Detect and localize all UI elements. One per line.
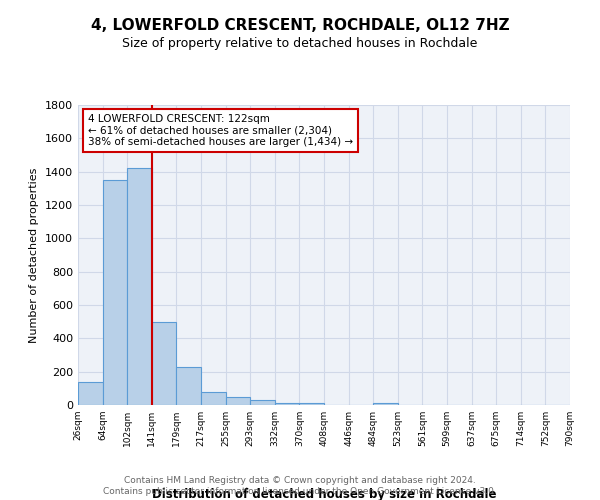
Text: 4 LOWERFOLD CRESCENT: 122sqm
← 61% of detached houses are smaller (2,304)
38% of: 4 LOWERFOLD CRESCENT: 122sqm ← 61% of de… <box>88 114 353 147</box>
Bar <box>176 366 201 405</box>
Bar <box>299 402 324 405</box>
Bar <box>226 396 250 405</box>
Bar <box>373 404 398 405</box>
Text: Size of property relative to detached houses in Rochdale: Size of property relative to detached ho… <box>122 38 478 51</box>
Bar <box>78 382 103 405</box>
Bar <box>127 168 152 405</box>
Bar <box>201 392 226 405</box>
Y-axis label: Number of detached properties: Number of detached properties <box>29 168 40 342</box>
Bar <box>275 402 299 405</box>
X-axis label: Distribution of detached houses by size in Rochdale: Distribution of detached houses by size … <box>152 488 496 500</box>
Text: Contains HM Land Registry data © Crown copyright and database right 2024.: Contains HM Land Registry data © Crown c… <box>124 476 476 485</box>
Bar <box>103 180 127 405</box>
Bar <box>250 400 275 405</box>
Bar <box>152 322 176 405</box>
Text: Contains public sector information licensed under the Open Government Licence v3: Contains public sector information licen… <box>103 488 497 496</box>
Text: 4, LOWERFOLD CRESCENT, ROCHDALE, OL12 7HZ: 4, LOWERFOLD CRESCENT, ROCHDALE, OL12 7H… <box>91 18 509 32</box>
